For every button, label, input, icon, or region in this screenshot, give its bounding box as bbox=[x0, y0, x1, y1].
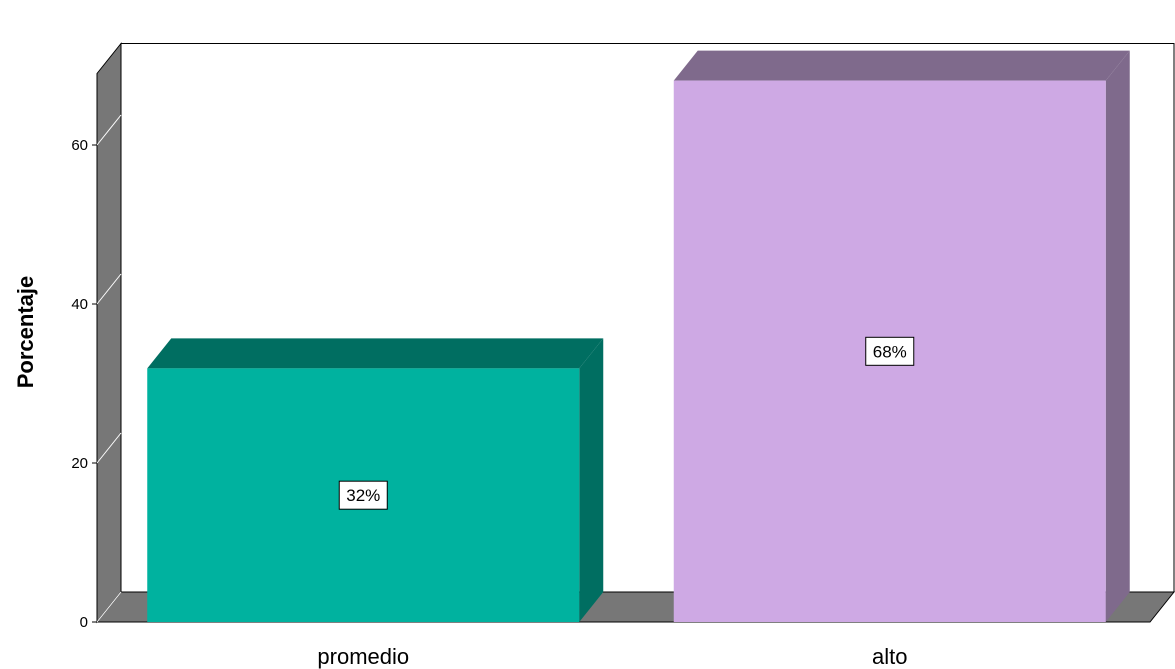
bar-top bbox=[147, 338, 604, 369]
y-axis-ticks: 0 20 40 60 bbox=[71, 114, 122, 631]
y-gridline bbox=[96, 273, 122, 305]
y-gridline bbox=[96, 114, 122, 146]
bar-alto: 68% bbox=[673, 50, 1130, 623]
y-tick-label: 40 bbox=[71, 296, 88, 313]
category-labels: promedio alto bbox=[317, 644, 907, 669]
bar-top bbox=[673, 50, 1130, 81]
data-label-box bbox=[338, 480, 388, 510]
bar-side bbox=[579, 338, 604, 622]
y-axis-title: Porcentaje bbox=[13, 276, 38, 389]
bar-side bbox=[1105, 50, 1130, 623]
data-label: 68% bbox=[865, 336, 915, 366]
x-category-label: alto bbox=[872, 644, 907, 669]
data-label-text: 68% bbox=[873, 342, 907, 361]
y-tick-label: 0 bbox=[80, 614, 88, 631]
y-tick-label: 20 bbox=[71, 455, 88, 472]
data-label-box bbox=[865, 336, 915, 366]
y-gridline bbox=[96, 591, 122, 623]
bar-promedio: 32% bbox=[147, 338, 604, 622]
bars: 32% 68% bbox=[147, 50, 1130, 623]
y-tick-label: 60 bbox=[71, 137, 88, 154]
data-label: 32% bbox=[338, 480, 388, 510]
data-label-text: 32% bbox=[346, 486, 380, 505]
y-gridline bbox=[96, 432, 122, 464]
x-category-label: promedio bbox=[317, 644, 409, 669]
